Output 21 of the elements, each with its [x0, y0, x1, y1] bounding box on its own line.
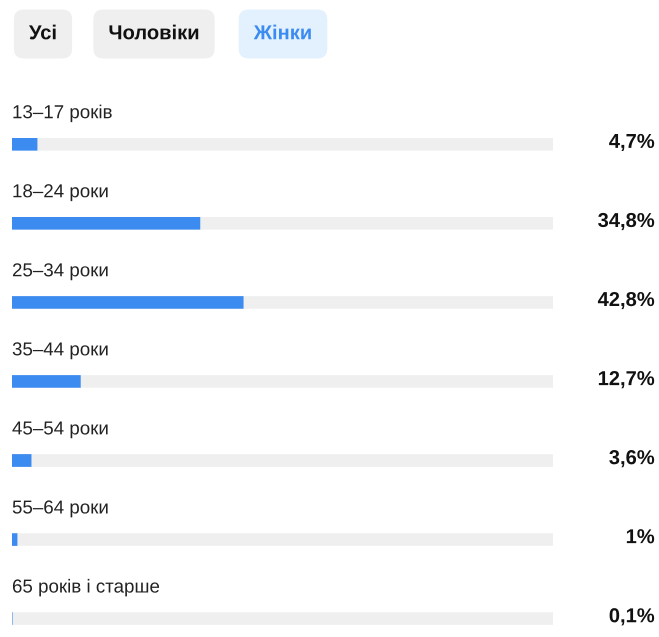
- data-label: 0,1%: [610, 608, 654, 626]
- bar: [12, 138, 38, 151]
- bar: [12, 533, 18, 546]
- text: Усі: [28, 24, 56, 40]
- data-label: 12,7%: [598, 371, 654, 388]
- y-tick-label: 45–54 роки: [12, 422, 108, 438]
- y-tick-label: 25–34 роки: [12, 263, 108, 280]
- data-label: 1%: [626, 529, 654, 544]
- y-tick-label: 13–17 років: [13, 104, 112, 122]
- data-label: 3,6%: [609, 450, 654, 468]
- bar: [12, 375, 81, 388]
- bar: [12, 454, 32, 467]
- y-tick-label: 18–24 роки: [13, 184, 108, 202]
- y-tick-label: 35–44 роки: [12, 342, 108, 360]
- y-tick-label: 55–64 роки: [12, 500, 108, 518]
- data-label: 42,8%: [598, 292, 654, 310]
- text: Чоловіки: [109, 24, 198, 40]
- text: Жінки: [254, 24, 311, 40]
- data-label: 34,8%: [598, 212, 654, 230]
- data-label: 4,7%: [609, 134, 654, 152]
- y-tick-label: 65 років і старше: [12, 578, 160, 596]
